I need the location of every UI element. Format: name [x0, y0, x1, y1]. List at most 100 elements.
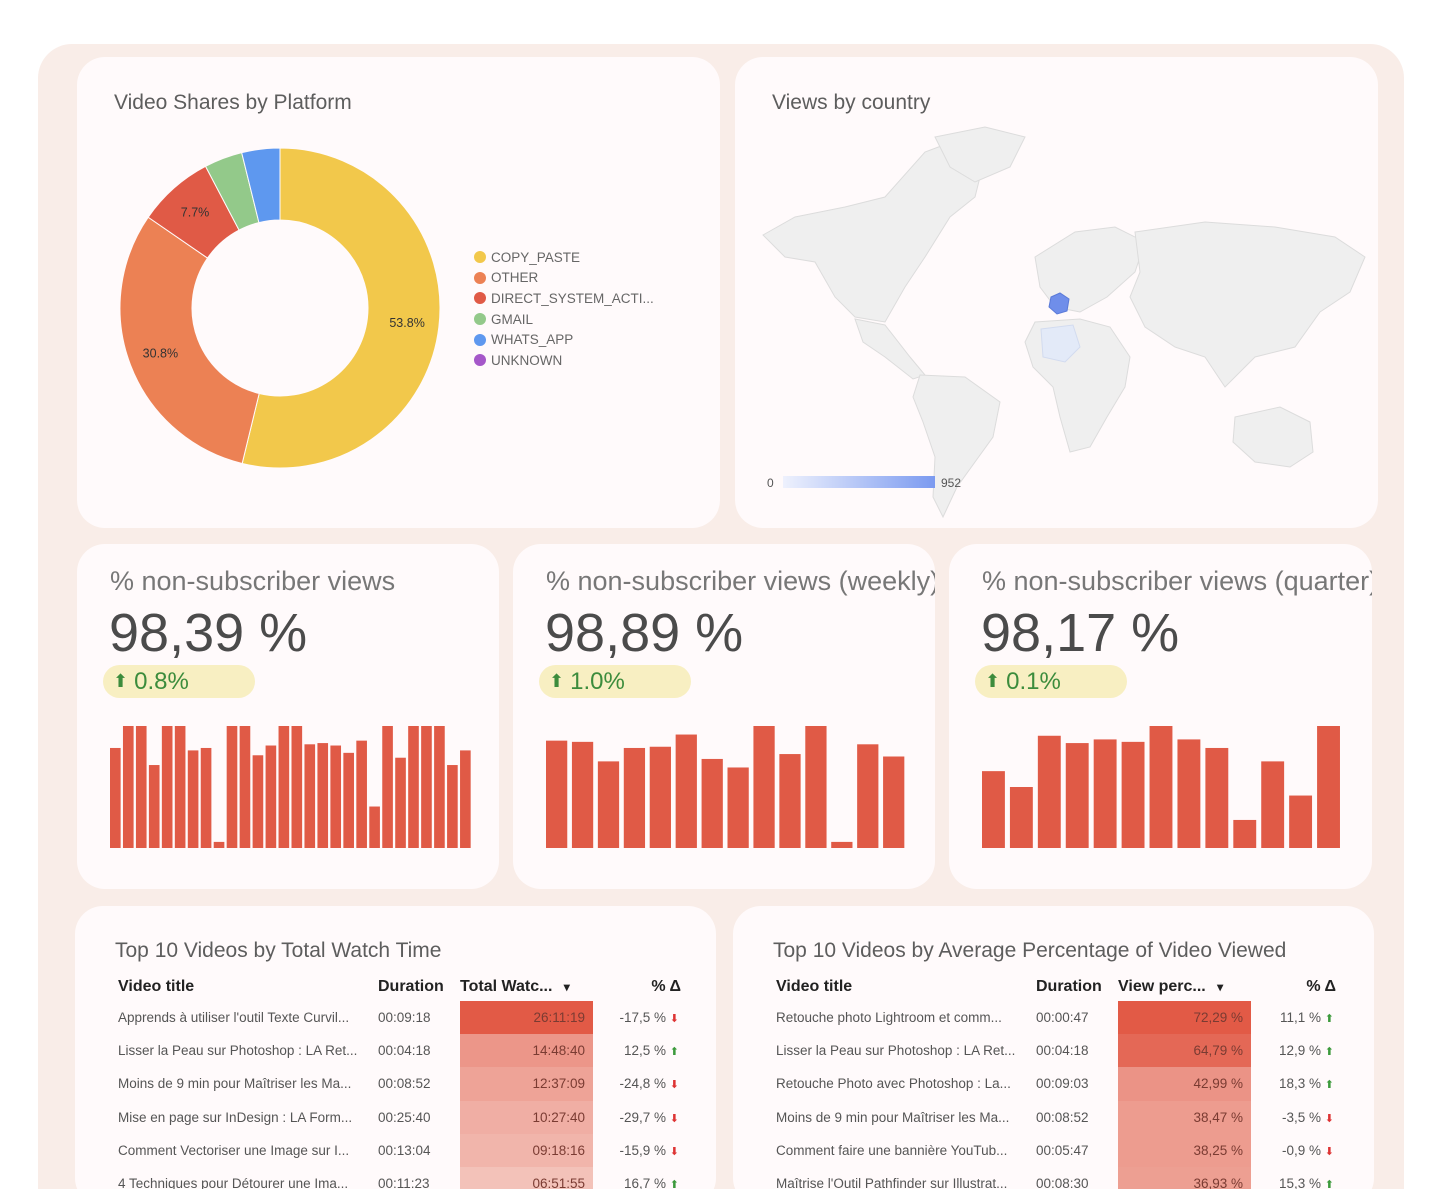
kpi-bar[interactable] [343, 752, 354, 848]
legend-item[interactable]: COPY_PASTE [474, 247, 654, 268]
kpi-bar[interactable] [701, 758, 723, 848]
table-row[interactable]: Lisser la Peau sur Photoshop : LA Ret...… [118, 1034, 681, 1068]
legend-item[interactable]: WHATS_APP [474, 329, 654, 350]
kpi-bar[interactable] [174, 726, 186, 848]
table-row[interactable]: Lisser la Peau sur Photoshop : LA Ret...… [776, 1034, 1336, 1068]
sort-desc-icon[interactable]: ▾ [560, 979, 570, 994]
kpi-bar[interactable] [369, 806, 380, 848]
kpi-bar[interactable] [546, 740, 568, 848]
kpi-bar[interactable] [597, 761, 620, 848]
table-row[interactable]: Retouche Photo avec Photoshop : La... 00:… [776, 1067, 1336, 1101]
column-header[interactable]: % Δ [593, 972, 681, 1001]
kpi-bar[interactable] [291, 726, 303, 848]
kpi-bar[interactable] [330, 745, 342, 848]
kpi-bar[interactable] [408, 726, 419, 848]
kpi-bar[interactable] [1149, 726, 1173, 848]
kpi-bar[interactable] [110, 747, 121, 848]
delta-cell: 12,9 % ⬆ [1251, 1034, 1336, 1067]
column-header-label: % Δ [1306, 977, 1336, 995]
kpi-bar[interactable] [571, 741, 594, 848]
kpi-bar[interactable] [200, 747, 212, 848]
kpi-bar[interactable] [805, 726, 827, 848]
kpi-bar[interactable] [1205, 747, 1229, 848]
kpi-bar[interactable] [1177, 739, 1201, 848]
arrow-down-icon: ⬇ [669, 1079, 679, 1092]
kpi-bar[interactable] [460, 750, 471, 848]
kpi-bar[interactable] [382, 726, 393, 848]
kpi-bar[interactable] [148, 765, 160, 848]
arrow-up-icon: ⬆ [1324, 1046, 1334, 1059]
kpi-bar[interactable] [883, 756, 905, 849]
kpi-bar[interactable] [623, 747, 646, 848]
kpi-bar[interactable] [226, 726, 238, 848]
legend-label: UNKNOWN [491, 352, 563, 368]
kpi-bar[interactable] [278, 726, 290, 848]
kpi-bar[interactable] [727, 767, 749, 848]
kpi-bar[interactable] [753, 726, 775, 848]
donut-slice-whats-app[interactable] [241, 147, 281, 224]
kpi-bar[interactable] [239, 726, 251, 848]
sort-desc-icon[interactable]: ▾ [1213, 979, 1224, 994]
kpi-bar[interactable] [317, 743, 329, 848]
kpi-bar[interactable] [395, 757, 406, 848]
kpi-bar[interactable] [213, 841, 225, 848]
legend-item[interactable]: UNKNOWN [474, 350, 654, 371]
kpi-bar[interactable] [982, 771, 1005, 848]
kpi-bar[interactable] [1009, 787, 1033, 848]
table-row[interactable]: Mise en page sur InDesign : LA Form... 00… [118, 1100, 681, 1134]
column-header[interactable]: Video title [118, 972, 378, 1001]
column-header[interactable]: View perc... ▾ [1118, 972, 1251, 1001]
kpi-bar[interactable] [857, 744, 879, 848]
kpi-bar[interactable] [252, 755, 264, 848]
kpi-bar[interactable] [779, 754, 801, 848]
arrow-up-icon: ⬆ [669, 1046, 679, 1059]
column-header[interactable]: Duration [378, 972, 460, 1001]
kpi-bar[interactable] [187, 750, 199, 848]
kpi-bar[interactable] [831, 841, 853, 848]
world-map[interactable] [735, 57, 1378, 528]
legend-item[interactable]: GMAIL [474, 309, 654, 330]
table-row[interactable]: Moins de 9 min pour Maîtriser les Ma... 0… [776, 1100, 1336, 1134]
kpi-bar-chart[interactable] [949, 544, 1372, 889]
kpi-bar[interactable] [1289, 795, 1313, 848]
kpi-bar[interactable] [1037, 735, 1061, 848]
table-row[interactable]: 4 Techniques pour Détourer une Ima... 00:… [118, 1166, 681, 1189]
kpi-bar-chart[interactable] [77, 544, 499, 889]
kpi-bar[interactable] [1065, 743, 1089, 848]
column-header[interactable]: % Δ [1251, 972, 1336, 1001]
kpi-bar[interactable] [356, 740, 367, 848]
kpi-bar[interactable] [1317, 726, 1340, 848]
kpi-bar[interactable] [122, 726, 134, 848]
kpi-bar[interactable] [447, 765, 458, 848]
kpi-bar[interactable] [1093, 739, 1117, 848]
kpi-bar[interactable] [649, 746, 671, 848]
kpi-bar[interactable] [161, 726, 173, 848]
donut-slice-other[interactable] [119, 216, 260, 465]
kpi-bar[interactable] [675, 734, 697, 848]
duration-cell: 00:08:30 [1036, 1176, 1089, 1189]
table-row[interactable]: Apprends à utiliser l'outil Texte Curvil… [118, 1001, 681, 1035]
legend-item[interactable]: OTHER [474, 268, 654, 289]
column-header[interactable]: Duration [1036, 972, 1118, 1001]
kpi-bar[interactable] [1121, 741, 1145, 848]
column-header[interactable]: Total Watc... ▾ [460, 972, 593, 1001]
kpi-bar[interactable] [434, 726, 445, 848]
donut-chart[interactable]: 53.8% 30.8% 7.7% [77, 57, 720, 528]
kpi-bar[interactable] [1261, 761, 1285, 848]
kpi-bar[interactable] [421, 726, 432, 848]
table-row[interactable]: Comment Vectoriser une Image sur I... 00:… [118, 1133, 681, 1167]
kpi-bar[interactable] [304, 744, 316, 848]
column-header[interactable]: Video title [776, 972, 1036, 1001]
table-row[interactable]: Moins de 9 min pour Maîtriser les Ma... 0… [118, 1067, 681, 1101]
kpi-bar-chart[interactable] [513, 544, 935, 889]
kpi-bar[interactable] [265, 745, 277, 848]
kpi-bar[interactable] [1233, 819, 1257, 848]
duration-cell: 00:25:40 [378, 1109, 431, 1125]
table-row[interactable]: Retouche photo Lightroom et comm... 00:00… [776, 1001, 1336, 1035]
table-row[interactable]: Maîtrise l'Outil Pathfinder sur Illustra… [776, 1166, 1336, 1189]
donut-slice-copy-paste[interactable] [241, 147, 441, 469]
legend-item[interactable]: DIRECT_SYSTEM_ACTI... [474, 288, 654, 309]
delta-cell: 15,3 % ⬆ [1251, 1167, 1336, 1189]
kpi-bar[interactable] [135, 726, 147, 848]
table-row[interactable]: Comment faire une bannière YouTub... 00:0… [776, 1133, 1336, 1167]
